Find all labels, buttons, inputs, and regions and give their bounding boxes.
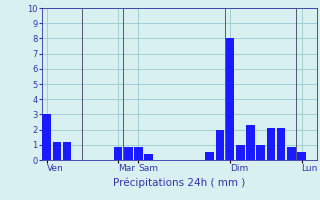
Bar — [52, 142, 61, 160]
Bar — [124, 147, 132, 160]
Bar — [216, 130, 224, 160]
Bar — [205, 152, 214, 160]
Bar — [63, 142, 71, 160]
Bar — [134, 147, 143, 160]
Bar — [297, 152, 306, 160]
Bar — [267, 128, 275, 160]
Bar — [236, 145, 245, 160]
Bar — [256, 145, 265, 160]
Bar — [226, 38, 235, 160]
Bar — [287, 147, 296, 160]
Bar — [144, 154, 153, 160]
X-axis label: Précipitations 24h ( mm ): Précipitations 24h ( mm ) — [113, 177, 245, 188]
Bar — [114, 147, 122, 160]
Bar — [277, 128, 285, 160]
Bar — [42, 114, 51, 160]
Bar — [246, 125, 255, 160]
